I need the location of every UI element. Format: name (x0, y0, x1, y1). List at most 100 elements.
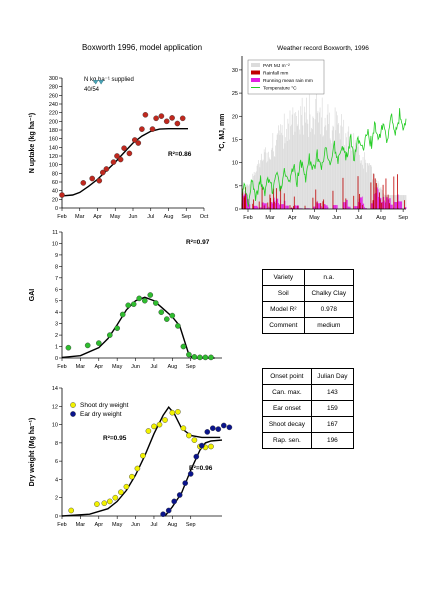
par-bar (289, 110, 291, 209)
running-rain-bar (254, 205, 256, 209)
legend-label: PAR MJ m⁻² (263, 63, 290, 69)
par-bar (304, 112, 306, 209)
running-rain-bar (388, 199, 390, 209)
x-tick-label: Jul (150, 522, 157, 528)
data-point (117, 156, 124, 163)
data-point (125, 302, 131, 309)
data-point (175, 323, 181, 329)
running-rain-bar (313, 206, 314, 209)
data-point (121, 145, 127, 151)
ear-data-point (187, 471, 194, 477)
running-rain-bar (278, 203, 279, 209)
running-rain-bar (336, 205, 338, 209)
rain-bar (244, 196, 246, 209)
rain-bar (372, 200, 374, 209)
par-bar (361, 164, 363, 209)
data-point (107, 332, 113, 338)
y-tick-label: 4 (55, 310, 58, 316)
y-tick-label: 0 (55, 514, 58, 520)
y-tick-label: 300 (49, 76, 58, 82)
running-rain-bar (282, 204, 284, 209)
y-tick-label: 120 (49, 154, 58, 160)
running-rain-bar (324, 204, 326, 209)
rain-bar (283, 193, 285, 209)
shoot-data-point (180, 425, 187, 432)
shoot-data-point (112, 494, 119, 501)
running-rain-bar (313, 206, 315, 209)
running-rain-bar (243, 195, 244, 209)
rain-bar (373, 173, 375, 209)
running-rain-bar (321, 206, 322, 209)
data-point (158, 113, 165, 119)
data-point (103, 166, 110, 172)
par-bar (292, 107, 294, 209)
rain-bar (361, 205, 363, 209)
data-point (191, 354, 198, 360)
par-bar (247, 184, 249, 209)
par-bar (336, 111, 337, 209)
page-title: Boxworth 1996, model application (82, 43, 202, 52)
par-bar (324, 117, 326, 209)
par-bar (351, 150, 352, 209)
x-tick-label: Sep (186, 522, 196, 528)
data-point (147, 292, 154, 298)
par-bar (392, 195, 394, 209)
running-rain-bar (319, 203, 321, 209)
y-tick-label: 180 (49, 128, 58, 134)
ear-data-point (198, 442, 205, 449)
par-bar (265, 147, 266, 209)
y-axis-label: °C, MJ, mm (218, 114, 226, 152)
par-bar (250, 181, 251, 209)
par-bar (343, 119, 345, 209)
data-point (169, 115, 175, 121)
par-bar (310, 131, 312, 209)
running-rain-bar (246, 194, 248, 209)
running-rain-bar (392, 207, 394, 209)
y-tick-label: 7 (55, 276, 58, 282)
data-point (163, 118, 170, 125)
running-rain-bar (277, 198, 279, 209)
running-rain-bar (347, 206, 349, 209)
par-bar (287, 118, 289, 209)
rain-bar (261, 186, 263, 209)
y-tick-label: 12 (52, 404, 58, 410)
running-rain-bar (343, 202, 345, 209)
x-tick-label: Jun (131, 522, 140, 528)
running-rain-bar (405, 207, 407, 209)
y-tick-label: 100 (49, 163, 58, 169)
legend-label-shoot: Shoot dry weight (80, 402, 129, 409)
ear-data-point (182, 480, 188, 486)
property-value: 0.978 (303, 301, 355, 318)
running-rain-bar (326, 205, 328, 209)
y-tick-label: 0 (235, 207, 238, 213)
running-rain-bar (378, 196, 380, 209)
property-key: Model R² (262, 301, 305, 318)
par-bar (336, 115, 338, 209)
table-row: Ear onset 159 (262, 400, 355, 417)
legend-label: Running mean rain mm (263, 78, 313, 84)
weather-chart: Weather record Boxworth, 1996 0 5 10 15 20 25 3… (218, 45, 408, 221)
running-rain-bar (275, 203, 277, 209)
par-bar (290, 126, 292, 209)
y-tick-label: 30 (232, 68, 238, 74)
rain-bar (359, 193, 360, 209)
x-tick-label: Jul (355, 215, 362, 221)
x-tick-label: May (112, 364, 123, 370)
running-rain-bar (281, 204, 282, 209)
par-bar (321, 97, 323, 209)
x-tick-label: Oct (200, 214, 209, 220)
running-rain-bar (384, 202, 386, 209)
y-tick-label: 6 (55, 459, 58, 465)
running-rain-bar (287, 205, 289, 209)
ear-data-point (165, 507, 172, 514)
data-point (114, 153, 120, 159)
rain-bar (357, 176, 359, 209)
data-point (179, 115, 186, 122)
par-bar (402, 195, 403, 209)
data-point (136, 295, 142, 302)
running-rain-bar (355, 206, 357, 209)
running-rain-bar (334, 205, 335, 209)
par-bar (356, 147, 357, 209)
rain-bar (280, 186, 282, 209)
data-point (130, 301, 137, 308)
